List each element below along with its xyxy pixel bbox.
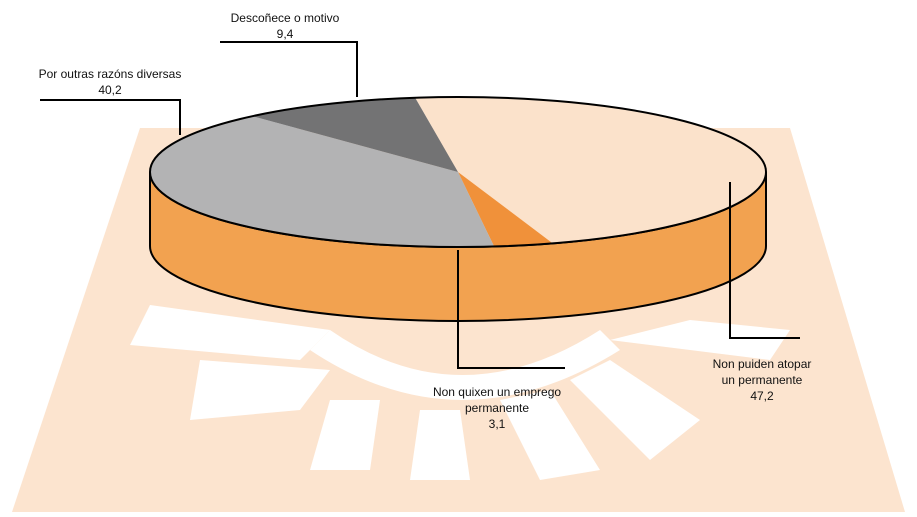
pie-slice [149, 116, 495, 248]
background-logo [130, 305, 790, 480]
slice-label: Descoñece o motivo 9,4 [185, 10, 385, 42]
pie-slice [415, 97, 766, 244]
slice-label: Non quixen un emprego permanente 3,1 [427, 384, 567, 432]
slice-name: Por outras razóns diversas [38, 67, 182, 81]
slice-value: 3,1 [488, 417, 506, 431]
pie-slice [252, 97, 458, 172]
slice-label: Por outras razóns diversas 40,2 [10, 66, 210, 98]
slice-label: Non puiden atopar un permanente 47,2 [712, 356, 812, 404]
slice-name: Non quixen un emprego permanente [432, 385, 562, 415]
pie-slice [458, 172, 553, 247]
slice-name: Descoñece o motivo [230, 11, 340, 25]
slice-name: Non puiden atopar un permanente [712, 357, 812, 387]
pie [149, 96, 767, 322]
leader-lines [40, 41, 800, 369]
slice-value: 47,2 [750, 389, 774, 403]
pie-outline [149, 96, 767, 248]
slice-value: 40,2 [98, 83, 122, 97]
slice-value: 9,4 [276, 27, 294, 41]
